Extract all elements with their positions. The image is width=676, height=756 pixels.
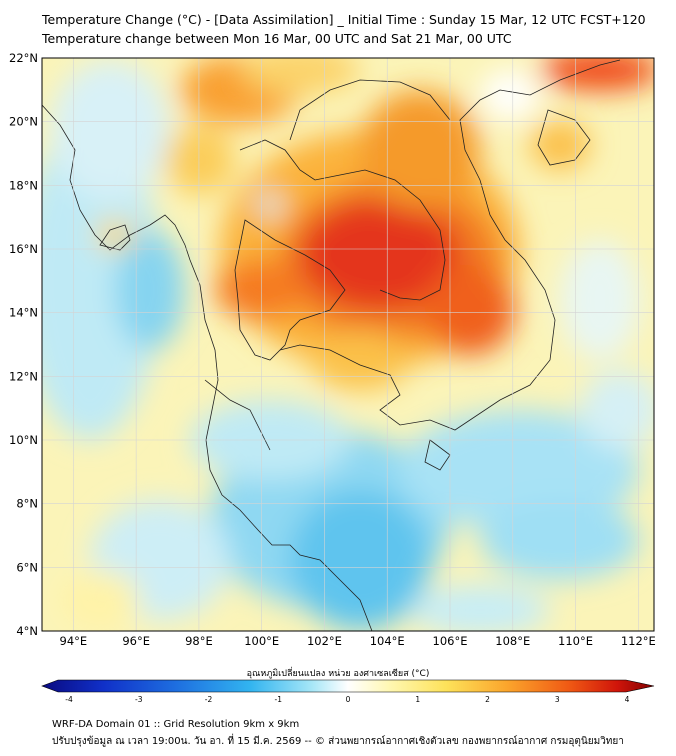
colorbar-tick-label: 2 (485, 695, 490, 704)
colorbar-tick-label: -2 (205, 695, 213, 704)
longitude-label: 110°E (558, 634, 593, 648)
colorbar-bar (41, 679, 655, 693)
colorbar-tick-label: 0 (346, 695, 351, 704)
latitude-label: 22°N (9, 51, 38, 65)
longitude-label: 104°E (370, 634, 405, 648)
colorbar-ticks: -4 -3 -2 -1 0 1 2 3 4 (65, 695, 629, 704)
longitude-label: 96°E (122, 634, 150, 648)
map-title: Temperature Change (°C) - [Data Assimila… (42, 12, 646, 27)
colorbar-tick-label: 4 (625, 695, 630, 704)
colorbar-tick-label: -4 (65, 695, 73, 704)
longitude-label: 106°E (433, 634, 468, 648)
colorbar-tick-label: -3 (135, 695, 143, 704)
map-frame (41, 57, 655, 632)
longitude-label: 112°E (621, 634, 656, 648)
longitude-labels: 94°E 96°E 98°E 100°E 102°E 104°E 106°E 108°E 110… (60, 634, 656, 648)
latitude-label: 20°N (9, 115, 38, 129)
latitude-label: 4°N (16, 624, 38, 638)
coastlines (42, 59, 621, 631)
latitude-label: 14°N (9, 306, 38, 320)
latitude-label: 10°N (9, 433, 38, 447)
footer-model-info: WRF-DA Domain 01 :: Grid Resolution 9km … (52, 719, 300, 730)
colorbar: -4 -3 -2 -1 0 1 2 3 4 (41, 679, 655, 704)
longitude-label: 94°E (60, 634, 88, 648)
longitude-label: 98°E (185, 634, 213, 648)
latitude-labels: 22°N 20°N 18°N 16°N 14°N 12°N 10°N 8°N 6°N 4°N (9, 51, 38, 638)
colorbar-label: อุณหภูมิเปลี่ยนแปลง หน่วย องศาเซลเซียส (… (246, 669, 430, 679)
colorbar-tick-label: -1 (275, 695, 283, 704)
latitude-label: 6°N (16, 560, 38, 574)
latitude-label: 16°N (9, 242, 38, 256)
latitude-label: 8°N (16, 497, 38, 511)
longitude-label: 100°E (244, 634, 279, 648)
latitude-label: 12°N (9, 369, 38, 383)
map-subtitle: Temperature change between Mon 16 Mar, 0… (42, 31, 512, 46)
longitude-label: 102°E (307, 634, 342, 648)
footer-credit: ปรับปรุงข้อมูล ณ เวลา 19:00น. วัน อา. ที… (52, 736, 624, 747)
colorbar-tick-label: 1 (415, 695, 420, 704)
colorbar-tick-label: 3 (555, 695, 560, 704)
temperature-field (42, 58, 654, 631)
latitude-label: 18°N (9, 178, 38, 192)
longitude-label: 108°E (495, 634, 530, 648)
